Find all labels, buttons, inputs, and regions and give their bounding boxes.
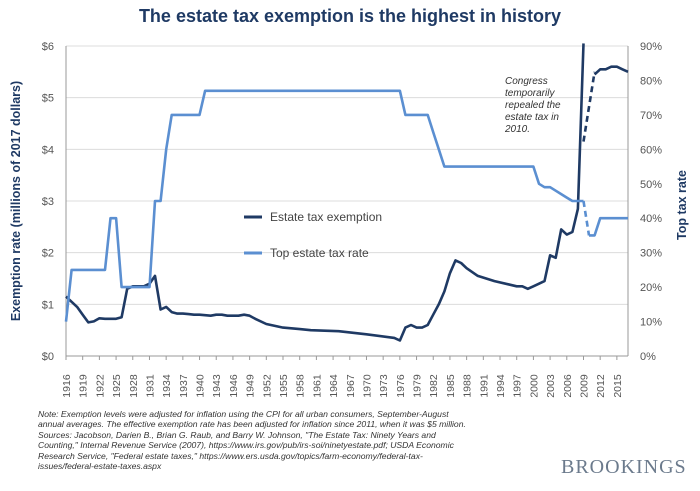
legend-label: Top estate tax rate xyxy=(270,246,369,260)
y2-tick-label: 50% xyxy=(640,179,662,191)
x-tick-label: 1922 xyxy=(94,374,106,398)
y-tick-label: $2 xyxy=(42,248,54,260)
note-line: Sources: Jacobson, Darien B., Brian G. R… xyxy=(38,429,436,440)
x-tick-label: 1982 xyxy=(428,374,440,398)
tax-rate-line-after xyxy=(589,216,628,237)
x-tick-label: 2015 xyxy=(612,374,624,398)
x-tick-label: 1925 xyxy=(111,374,123,398)
exemption-line-dashed xyxy=(582,71,596,142)
y2-tick-label: 0% xyxy=(640,351,656,363)
annotation-text: repealed the xyxy=(505,100,561,111)
brookings-logo: BROOKINGS xyxy=(561,456,687,478)
y2-axis-label: Top tax rate xyxy=(675,170,689,240)
y-axis-label: Exemption rate (millions of 2017 dollars… xyxy=(9,81,23,321)
x-tick-label: 1958 xyxy=(295,374,307,398)
y2-tick-label: 20% xyxy=(640,282,662,294)
x-tick-label: 1937 xyxy=(178,374,190,398)
x-tick-label: 1967 xyxy=(345,374,357,398)
y-tick-label: $6 xyxy=(42,41,54,53)
annotation-text: 2010. xyxy=(504,124,530,135)
x-tick-label: 1985 xyxy=(445,374,457,398)
annotation-text: Congress xyxy=(505,76,548,87)
x-tick-label: 1916 xyxy=(61,374,73,398)
x-tick-label: 1970 xyxy=(361,374,373,398)
y-tick-label: $4 xyxy=(42,144,54,156)
legend-label: Estate tax exemption xyxy=(270,210,382,224)
x-tick-label: 2006 xyxy=(562,374,574,398)
x-tick-label: 1964 xyxy=(328,374,340,398)
x-tick-label: 1988 xyxy=(462,374,474,398)
x-tick-label: 1952 xyxy=(261,374,273,398)
y2-tick-label: 60% xyxy=(640,144,662,156)
annotation-text: estate tax in xyxy=(505,112,559,123)
y2-tick-label: 80% xyxy=(640,75,662,87)
x-tick-label: 1934 xyxy=(161,374,173,398)
x-tick-label: 1931 xyxy=(144,374,156,398)
source-note: Note: Exemption levels were adjusted for… xyxy=(38,409,548,472)
note-line: Note: Exemption levels were adjusted for… xyxy=(38,409,449,419)
x-tick-label: 1943 xyxy=(211,374,223,398)
note-line: Research Service, "Federal estate taxes,… xyxy=(38,450,423,461)
x-tick-label: 1979 xyxy=(412,374,424,398)
y2-tick-label: 40% xyxy=(640,213,662,225)
x-tick-label: 1994 xyxy=(495,374,507,398)
x-tick-label: 1976 xyxy=(395,374,407,398)
legend: Estate tax exemption Top estate tax rate xyxy=(244,210,382,260)
annotation-text: temporarily xyxy=(505,88,555,99)
tax-rate-line xyxy=(64,89,584,322)
x-tick-label: 1961 xyxy=(311,374,323,398)
y-tick-label: $0 xyxy=(42,351,54,363)
x-tick-label: 1949 xyxy=(245,374,257,398)
y2-tick-label: 10% xyxy=(640,317,662,329)
series xyxy=(64,43,629,342)
x-tick-label: 2003 xyxy=(545,374,557,398)
note-line: issues/federal-estate-taxes.aspx xyxy=(38,461,162,472)
x-tick-label: 2012 xyxy=(595,374,607,398)
y-tick-label: $1 xyxy=(42,299,54,311)
x-tick-label: 1973 xyxy=(378,374,390,398)
y2-tick-label: 70% xyxy=(640,110,662,122)
note-line: annual averages. The effective exemption… xyxy=(38,419,466,430)
x-tick-label: 1946 xyxy=(228,374,240,398)
chart-title: The estate tax exemption is the highest … xyxy=(138,6,562,26)
y-tick-label: $3 xyxy=(42,196,54,208)
axes: $0 $1 $2 $3 $4 $5 $6 0% 10% 20% 30% 40% 50% 60% 70% 80%… xyxy=(9,41,689,398)
exemption-line-after xyxy=(593,65,629,76)
x-tick-label: 2000 xyxy=(528,374,540,398)
y2-tick-label: 30% xyxy=(640,248,662,260)
x-tick-label: 1919 xyxy=(78,374,90,398)
tax-rate-line-dashed xyxy=(582,200,591,236)
note-line: Counting," Internal Revenue Service (200… xyxy=(38,440,454,451)
x-tick-label: 1991 xyxy=(478,374,490,398)
x-tick-label: 1928 xyxy=(128,374,140,398)
y2-tick-label: 90% xyxy=(640,41,662,53)
x-tick-label: 2009 xyxy=(578,374,590,398)
y-tick-label: $5 xyxy=(42,93,54,105)
x-tick-label: 1940 xyxy=(195,374,207,398)
x-tick-label: 1955 xyxy=(278,374,290,398)
x-tick-label: 1997 xyxy=(512,374,524,398)
